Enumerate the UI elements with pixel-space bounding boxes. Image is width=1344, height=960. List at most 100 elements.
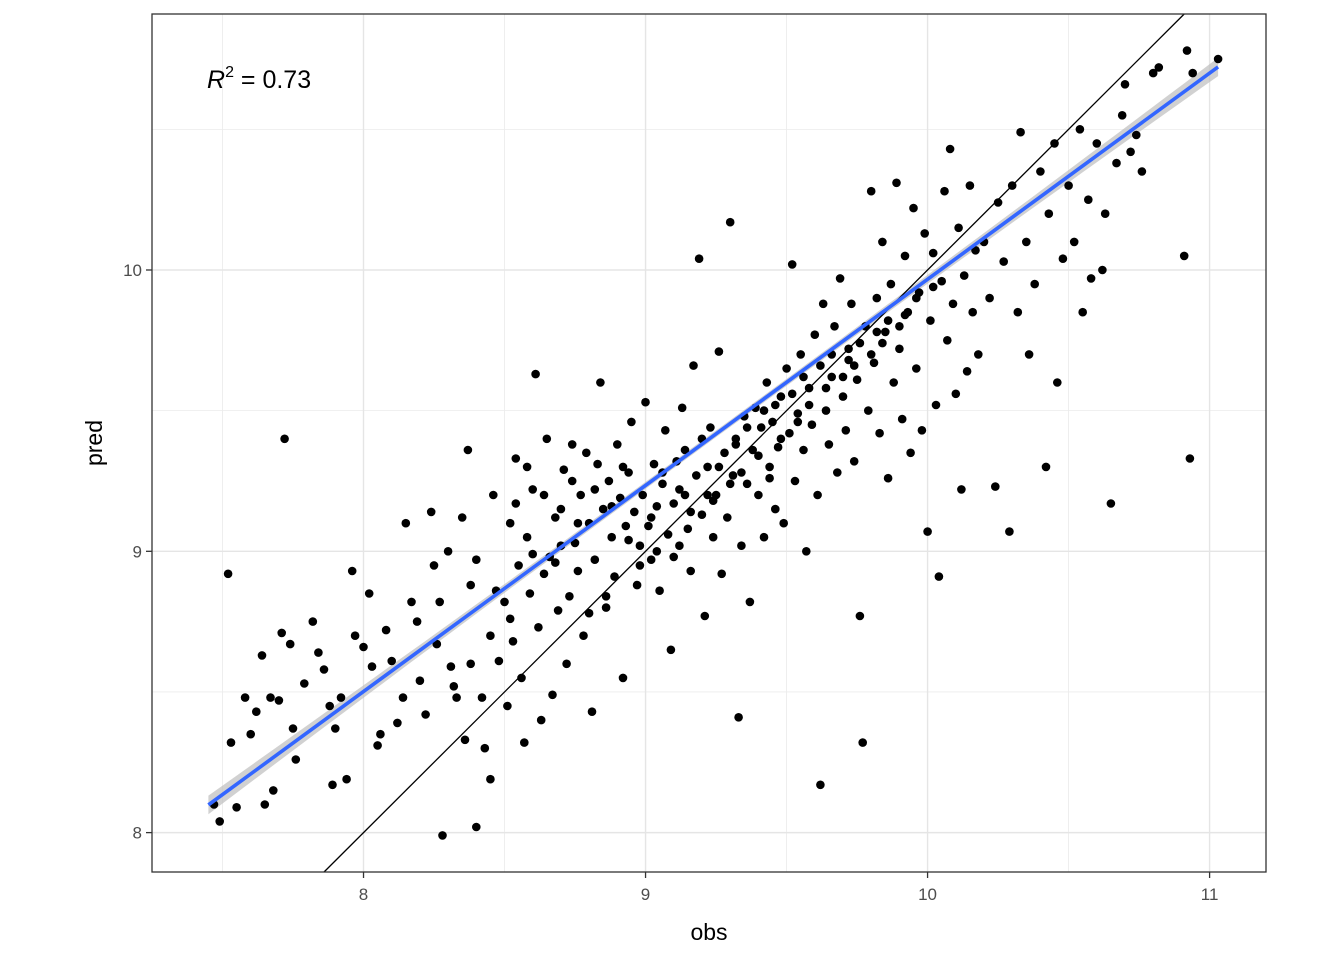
data-point [514, 561, 523, 570]
data-point [849, 457, 859, 466]
data-point [841, 426, 851, 435]
data-point [1005, 527, 1014, 536]
data-point [584, 608, 594, 618]
data-point [926, 316, 935, 325]
data-point [624, 535, 633, 545]
data-point [534, 623, 543, 632]
data-point [802, 547, 811, 556]
x-tick-label: 11 [1201, 885, 1219, 904]
data-point [889, 378, 898, 387]
data-point [486, 774, 495, 784]
data-point [912, 364, 921, 373]
data-point [381, 625, 391, 635]
data-point [432, 639, 442, 649]
data-point [291, 755, 301, 764]
data-point [649, 459, 659, 469]
data-point [486, 631, 495, 640]
data-point [720, 448, 729, 458]
data-point [714, 347, 724, 356]
data-point [965, 181, 975, 190]
data-point [655, 586, 664, 595]
data-point [593, 459, 602, 469]
data-point [717, 569, 726, 579]
y-tick-label: 8 [133, 824, 142, 843]
data-point [680, 490, 690, 500]
data-point [601, 592, 611, 601]
data-point [587, 707, 597, 716]
data-point [883, 316, 893, 325]
data-point [618, 673, 628, 683]
data-point [596, 378, 605, 387]
data-point [559, 465, 569, 475]
data-point [505, 518, 515, 528]
data-point [308, 617, 318, 626]
data-point [909, 203, 918, 213]
data-point [796, 350, 805, 359]
data-point [742, 479, 752, 489]
data-point [260, 800, 270, 809]
data-point [610, 572, 619, 581]
data-point [658, 479, 667, 489]
data-point [452, 693, 461, 702]
data-point [835, 274, 845, 283]
data-point [627, 417, 636, 427]
x-tick-label: 9 [641, 885, 650, 904]
data-point [962, 367, 972, 376]
data-point [618, 462, 628, 472]
data-point [804, 400, 814, 410]
data-point [551, 513, 560, 522]
data-point [644, 521, 653, 531]
r-squared-annotation: R2 = 0.73 [207, 64, 311, 94]
data-point [928, 282, 938, 292]
data-point [714, 462, 724, 472]
data-point [900, 310, 910, 320]
data-point [503, 701, 512, 711]
data-point [1185, 454, 1195, 463]
data-point [359, 642, 368, 652]
data-point [776, 434, 786, 444]
data-point [641, 397, 650, 407]
data-point [742, 423, 752, 432]
data-point [1078, 307, 1087, 317]
y-tick-label: 10 [123, 261, 142, 280]
data-point [959, 271, 969, 280]
data-point [489, 490, 498, 500]
x-tick-label: 10 [918, 885, 937, 904]
data-point [460, 735, 470, 745]
data-point [934, 572, 944, 581]
data-point [652, 502, 662, 511]
data-point [429, 561, 439, 570]
data-point [511, 454, 521, 463]
data-point [785, 428, 794, 438]
data-point [522, 532, 532, 542]
data-point [565, 592, 574, 601]
data-point [598, 504, 608, 514]
data-point [531, 369, 540, 379]
data-point [246, 729, 255, 739]
data-point [771, 400, 780, 410]
data-point [951, 389, 961, 399]
data-point [446, 662, 456, 671]
data-point [849, 361, 859, 370]
data-point [393, 718, 402, 728]
data-point [1148, 68, 1158, 78]
data-point [567, 476, 577, 486]
data-point [573, 518, 583, 528]
data-point [266, 693, 275, 702]
data-point [438, 831, 447, 840]
r-squared-exponent: 2 [225, 64, 234, 81]
data-point [1069, 237, 1079, 247]
data-point [1132, 130, 1141, 140]
data-point [931, 400, 941, 410]
data-point [525, 589, 535, 598]
data-point [675, 485, 684, 494]
data-point [697, 510, 707, 519]
data-point [579, 631, 588, 640]
data-point [773, 442, 783, 452]
data-point [872, 293, 882, 303]
data-point [505, 614, 515, 624]
data-point [957, 485, 966, 494]
data-point [1106, 499, 1116, 508]
data-point [517, 673, 526, 683]
data-point [556, 504, 566, 514]
